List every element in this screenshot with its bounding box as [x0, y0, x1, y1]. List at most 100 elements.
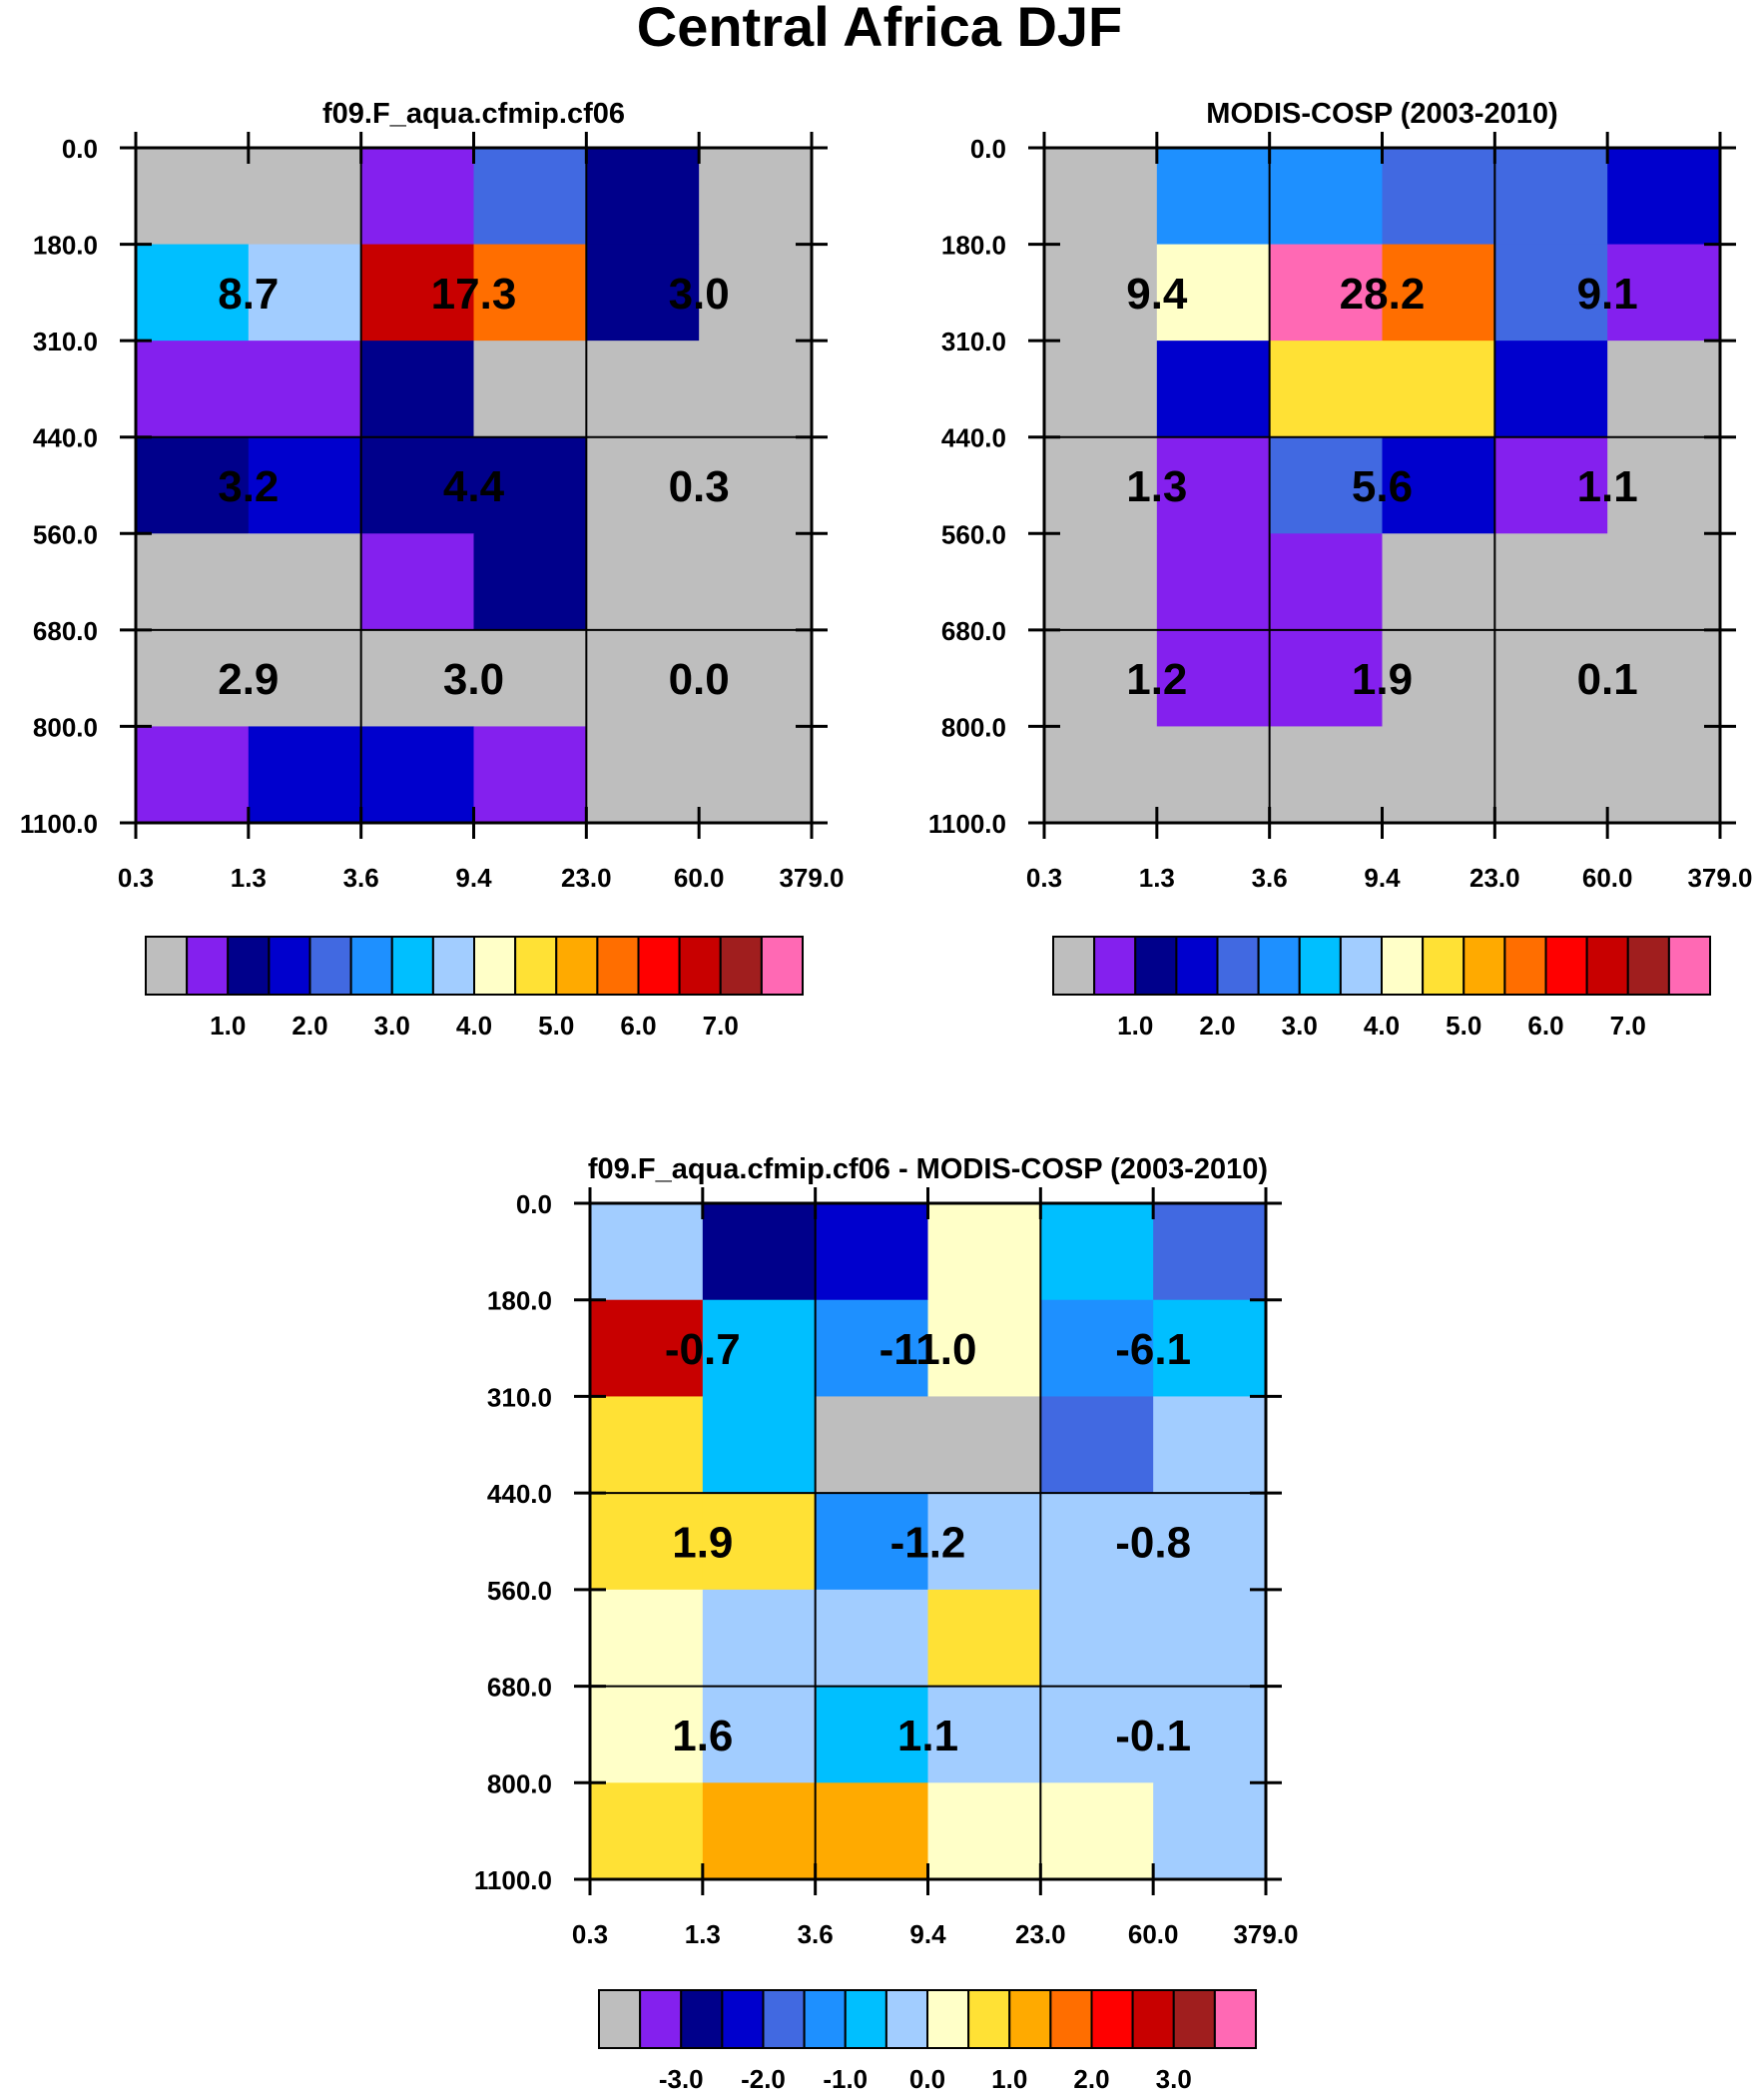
colorbar-box [1093, 936, 1137, 996]
heatmap-cell [1269, 726, 1384, 824]
group-value-label: -0.7 [665, 1325, 741, 1374]
heatmap-cell [248, 436, 362, 534]
colorbar-box [678, 936, 722, 996]
colorbar-box [1257, 936, 1301, 996]
x-tick-label: 379.0 [779, 863, 844, 893]
group-value-label: 1.1 [1577, 462, 1638, 511]
x-tick-label: 0.3 [572, 1919, 608, 1949]
heatmap-cell [702, 1493, 817, 1591]
heatmap-cell [590, 1493, 704, 1591]
heatmap-cell [1156, 436, 1271, 534]
y-tick-label: 180.0 [33, 231, 98, 261]
panel-1: f09.F_aqua.cfmip.cf06 0.0 180.0 310.0 440.0 5… [20, 98, 845, 1041]
heatmap-cell [1040, 1299, 1154, 1398]
heatmap-cell [927, 1686, 1041, 1783]
heatmap-cell [1156, 244, 1271, 342]
group-value-label: 9.4 [1126, 270, 1188, 319]
heatmap-cell [473, 244, 587, 342]
group-value-label: -0.8 [1115, 1519, 1191, 1568]
x-tick-label: 3.6 [1252, 863, 1288, 893]
colorbar-box [431, 936, 476, 996]
y-tick-label: 310.0 [33, 327, 98, 356]
heatmap-cell [699, 726, 813, 824]
colorbar-box [762, 1989, 806, 2049]
heatmap-cell [815, 1686, 929, 1783]
x-tick-label: 9.4 [455, 863, 492, 893]
y-tick-label: 560.0 [941, 519, 1006, 549]
heatmap-cell [1269, 341, 1384, 438]
x-tick-label: 3.6 [343, 863, 379, 893]
x-tick-label: 0.3 [118, 863, 154, 893]
heatmap-cell [473, 726, 587, 824]
colorbar-box [145, 936, 189, 996]
colorbar-label: 1.0 [210, 1011, 246, 1041]
group-value-label: 1.2 [1126, 655, 1187, 704]
panel-2: MODIS-COSP (2003-2010) 0.0 180.0 310.0 440.0… [928, 98, 1753, 1041]
group-value-label: 5.6 [1352, 462, 1413, 511]
y-tick-label: 800.0 [941, 712, 1006, 742]
colorbar-box [390, 936, 434, 996]
group-value-label: 1.1 [897, 1712, 958, 1760]
heatmap-cell [1040, 1203, 1154, 1301]
colorbar-box [1175, 936, 1219, 996]
heatmap-cell [1494, 726, 1608, 824]
heatmap-cell [1382, 726, 1495, 824]
heatmap-cell [1156, 341, 1271, 438]
heatmap-cell [1153, 1589, 1267, 1688]
heatmap-cell [473, 148, 587, 246]
colorbar-label: 6.0 [620, 1011, 656, 1041]
heatmap-cell [1607, 533, 1721, 631]
x-tick-label: 3.6 [798, 1919, 834, 1949]
heatmap-cell [1156, 726, 1271, 824]
y-tick-label: 440.0 [33, 423, 98, 453]
heatmap-cell [927, 1396, 1041, 1494]
heatmap-cell [590, 1203, 704, 1301]
y-tick-label: 0.0 [970, 134, 1006, 164]
heatmap-cell [473, 341, 587, 438]
heatmap-cell [815, 1493, 929, 1591]
heatmap-cell [136, 148, 250, 246]
heatmap-cell [1040, 1493, 1154, 1591]
group-value-label: 2.9 [218, 655, 279, 704]
group-value-label: -6.1 [1115, 1325, 1191, 1374]
heatmap-cell [586, 726, 700, 824]
y-tick-label: 1100.0 [474, 1865, 552, 1895]
heatmap-cell [1156, 629, 1271, 728]
heatmap-cell [1153, 1299, 1267, 1398]
y-tick-label: 560.0 [33, 519, 98, 549]
x-tick-label: 1.3 [1139, 863, 1175, 893]
heatmap-cell [702, 1396, 817, 1494]
heatmap-cell [702, 1589, 817, 1688]
x-tick-label: 23.0 [561, 863, 612, 893]
main-title: Central Africa DJF [637, 0, 1123, 58]
colorbar-label: 1.0 [991, 2064, 1027, 2094]
heatmap-cell [1607, 436, 1721, 534]
heatmap-cell [586, 629, 700, 728]
heatmap-cell [1269, 148, 1384, 246]
heatmap-cell [1269, 244, 1384, 342]
group-value-label: 3.0 [669, 270, 730, 319]
colorbar-box [637, 936, 681, 996]
group-value-label: 8.7 [218, 270, 279, 319]
heatmap-cell [1607, 341, 1721, 438]
colorbar-box [596, 936, 640, 996]
colorbar-label: 4.0 [456, 1011, 492, 1041]
heatmap-cell [590, 1396, 704, 1494]
colorbar-box [1585, 936, 1629, 996]
colorbar-label: 5.0 [1446, 1011, 1481, 1041]
colorbar-label: 4.0 [1364, 1011, 1400, 1041]
group-value-label: -1.2 [890, 1519, 966, 1568]
group-value-label: 3.2 [218, 462, 279, 511]
heatmap-cell [927, 1203, 1041, 1301]
heatmap-cell [927, 1782, 1041, 1880]
x-tick-label: 60.0 [1128, 1919, 1179, 1949]
heatmap-cell [1382, 629, 1495, 728]
heatmap-cell [1044, 244, 1158, 342]
colorbar-box [1544, 936, 1588, 996]
heatmap-cell [590, 1299, 704, 1398]
group-value-label: 9.1 [1577, 270, 1638, 319]
heatmap-cell [586, 533, 700, 631]
group-value-label: 4.4 [443, 462, 505, 511]
group-value-label: -11.0 [880, 1325, 977, 1374]
heatmap-cell [1040, 1686, 1154, 1783]
